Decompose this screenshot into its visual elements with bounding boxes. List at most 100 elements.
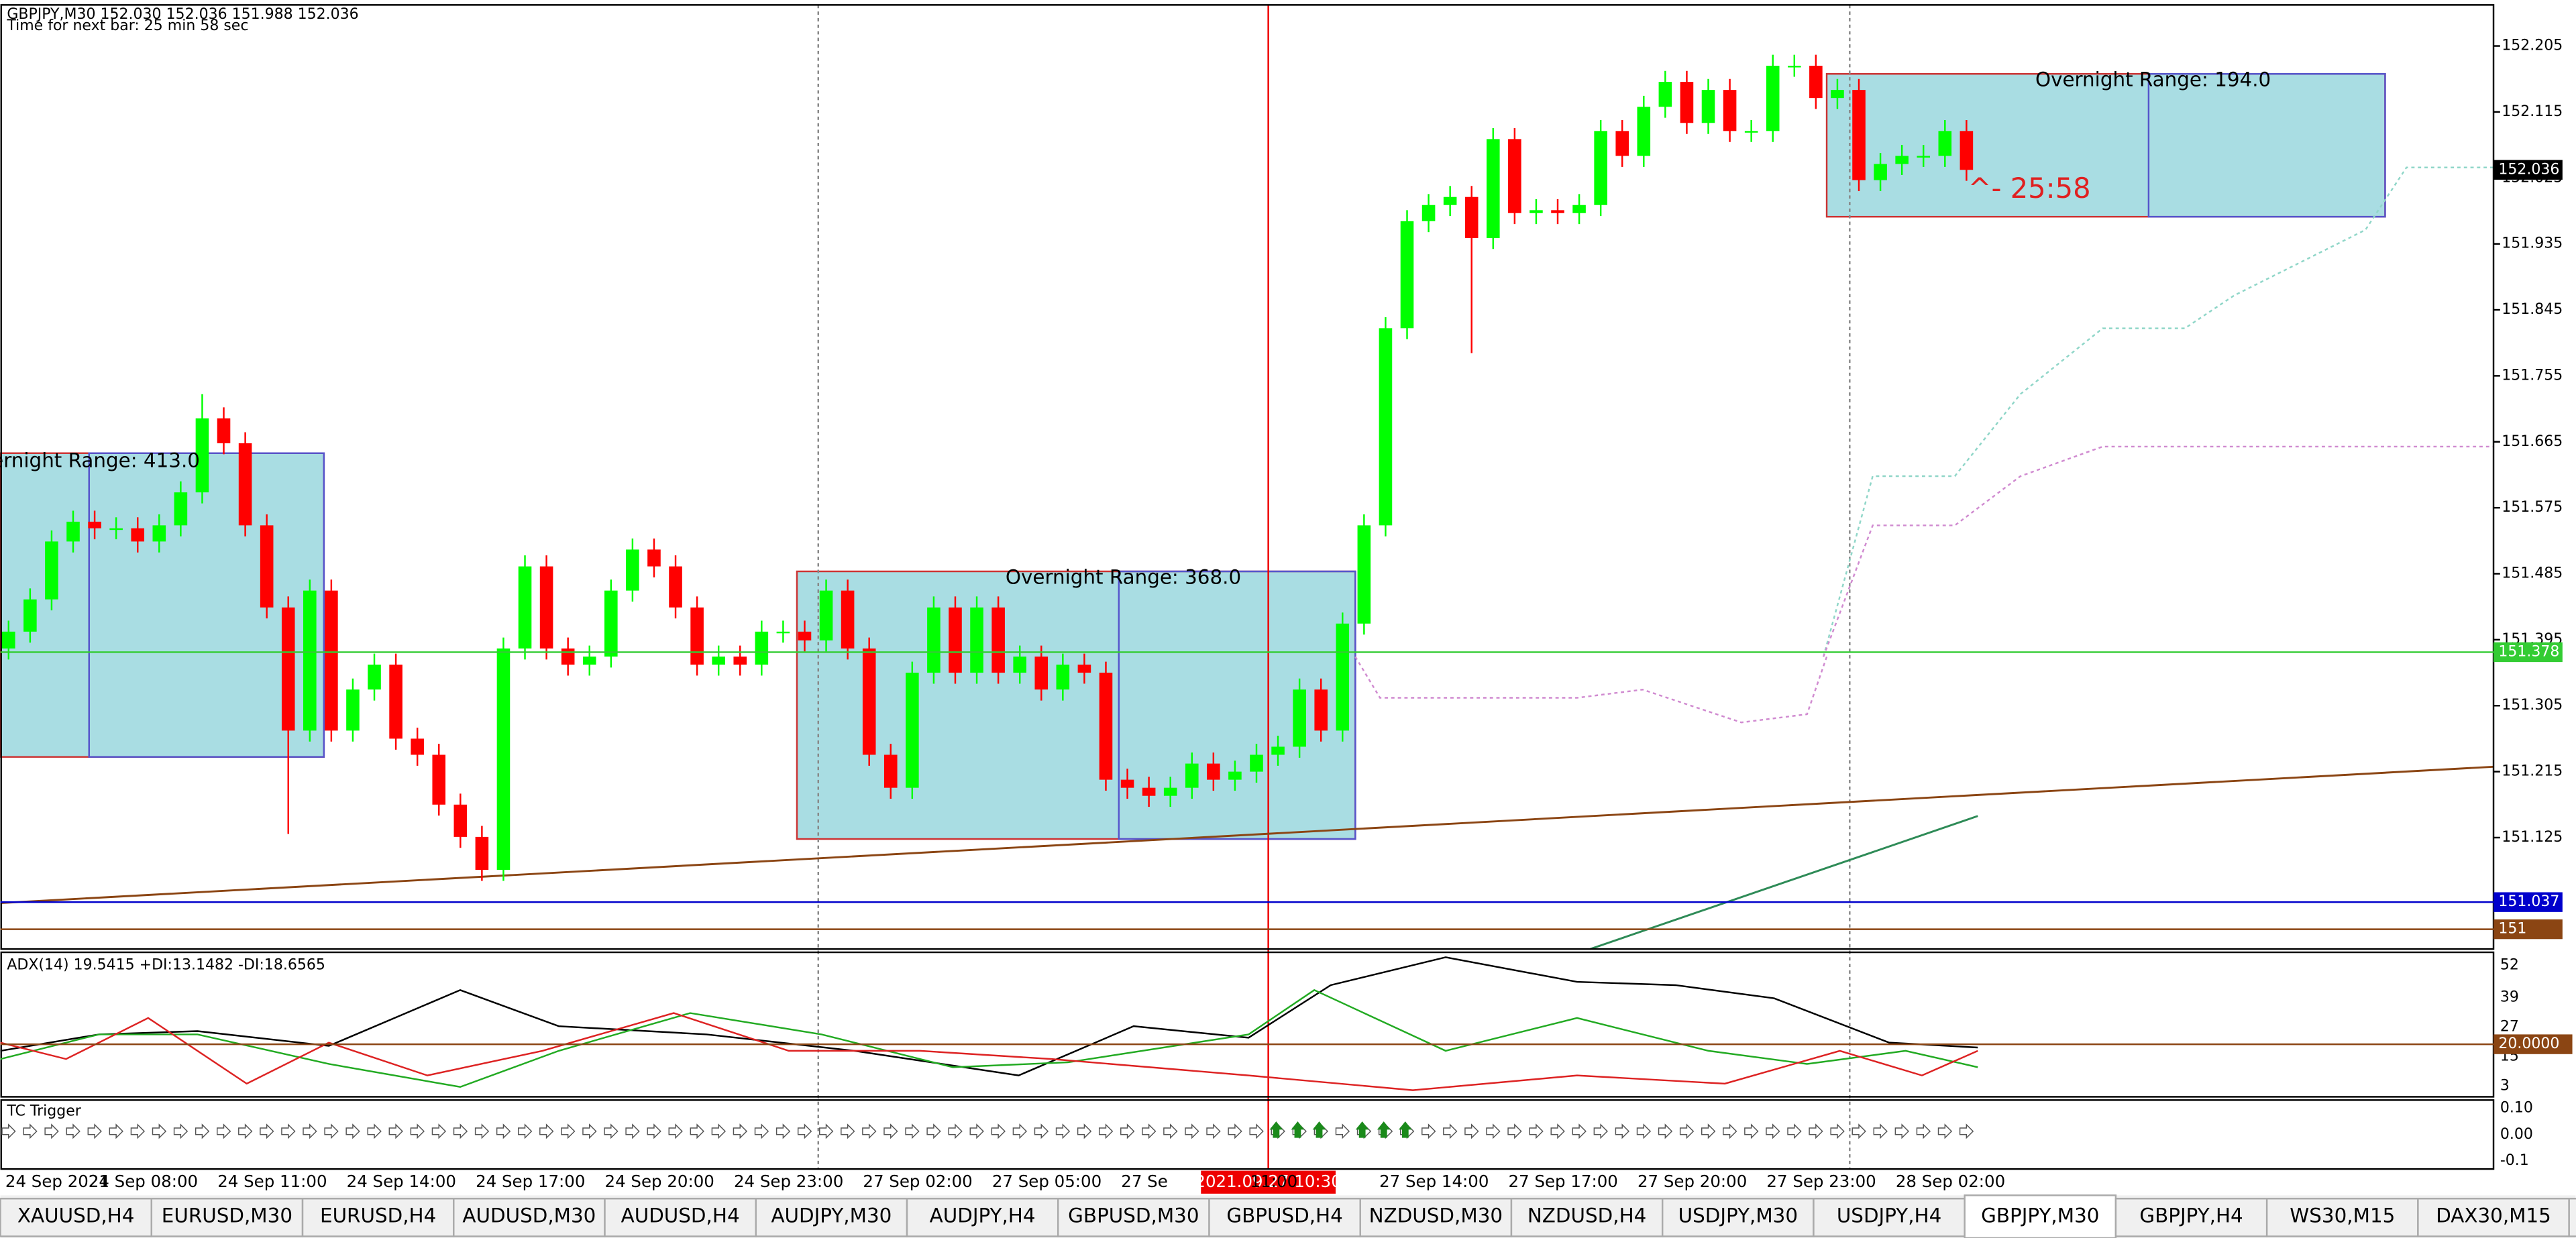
candle-body xyxy=(1508,139,1521,213)
tab[interactable] xyxy=(0,1198,153,1237)
trigger-arrow xyxy=(1142,1123,1157,1139)
trigger-arrow xyxy=(431,1123,447,1139)
trigger-arrow xyxy=(819,1123,834,1139)
trigger-arrow xyxy=(388,1123,403,1139)
tab-label: AUDJPY,M30 xyxy=(771,1204,892,1227)
trigger-arrow xyxy=(453,1123,468,1139)
trigger-arrow xyxy=(1163,1123,1178,1139)
plus-di-line xyxy=(0,989,1978,1088)
candle-body xyxy=(131,528,145,542)
candle-body xyxy=(1831,90,1844,99)
trigger-arrow xyxy=(1098,1123,1114,1139)
trigger-pane xyxy=(0,1099,2495,1170)
tab-label: GBPUSD,M30 xyxy=(1068,1204,1199,1227)
candle-body xyxy=(561,648,575,665)
x-tick-label: 24 Sep 2021 xyxy=(5,1172,109,1191)
trigger-arrow xyxy=(711,1123,727,1139)
candle-body xyxy=(1379,328,1393,526)
candle-body xyxy=(604,590,618,657)
trigger-arrow xyxy=(324,1123,339,1139)
tab-label: NZDUSD,H4 xyxy=(1527,1204,1647,1227)
candle-body xyxy=(949,607,962,673)
candle-body xyxy=(1120,779,1134,788)
tab[interactable] xyxy=(1964,1194,2117,1238)
candle-body xyxy=(1357,525,1371,624)
tab[interactable] xyxy=(1208,1198,1361,1237)
trigger-arrow xyxy=(733,1123,748,1139)
trigger-arrow xyxy=(754,1123,769,1139)
tab[interactable] xyxy=(2265,1198,2419,1237)
tab-label: USDJPY,M30 xyxy=(1678,1204,1798,1227)
tab[interactable] xyxy=(1359,1198,1513,1237)
trigger-arrow xyxy=(1529,1123,1544,1139)
x-tick-label: 27 Sep 17:00 xyxy=(1509,1172,1618,1191)
trigger-arrow xyxy=(303,1123,317,1139)
tab-label: AUDUSD,H4 xyxy=(621,1204,740,1227)
trigger-arrow xyxy=(152,1123,167,1139)
y-tick-label: 151.485 xyxy=(2502,565,2563,581)
tab[interactable] xyxy=(2114,1198,2268,1237)
y-tick-label: 151.755 xyxy=(2502,367,2563,384)
tab[interactable] xyxy=(150,1198,304,1237)
candle-body xyxy=(1637,107,1651,156)
trigger-arrow xyxy=(582,1123,597,1139)
candle-body xyxy=(1228,771,1242,780)
candle-body xyxy=(1142,787,1156,796)
trigger-arrow xyxy=(862,1123,877,1139)
candle-body xyxy=(432,754,446,805)
tab[interactable] xyxy=(604,1198,757,1237)
candle-body xyxy=(2,631,15,649)
x-tick-label: 24 Sep 17:00 xyxy=(476,1172,585,1191)
cursor-time: 2021.09.27 10:30 xyxy=(1195,1172,1341,1191)
trigger-arrow xyxy=(87,1123,102,1139)
trend-line xyxy=(1590,815,1978,950)
trigger-arrow xyxy=(195,1123,210,1139)
candle-body xyxy=(1185,763,1199,788)
level-label: 151 xyxy=(2498,921,2526,938)
tab-label: AUDUSD,M30 xyxy=(462,1204,596,1227)
trigger-up xyxy=(1269,1121,1283,1138)
candle-body xyxy=(1529,210,1543,213)
tab[interactable] xyxy=(1661,1198,1815,1237)
trigger-arrow xyxy=(1744,1123,1759,1139)
trigger-arrow xyxy=(1916,1123,1931,1139)
y-tick-label: 151.575 xyxy=(2502,499,2563,516)
adx-tick-label: 3 xyxy=(2500,1078,2510,1094)
trigger-arrow xyxy=(1723,1123,1737,1139)
trigger-arrow xyxy=(66,1123,80,1139)
y-tick-label: 152.115 xyxy=(2502,103,2563,120)
tab[interactable] xyxy=(755,1198,908,1237)
x-tick-label: 24 Sep 20:00 xyxy=(605,1172,714,1191)
adx-level-label: 20.0000 xyxy=(2498,1035,2559,1052)
trigger-arrow xyxy=(1679,1123,1695,1139)
trigger-arrow xyxy=(518,1123,533,1139)
candle-body xyxy=(862,648,876,755)
trigger-arrow xyxy=(1809,1123,1823,1139)
trigger-arrow xyxy=(496,1123,511,1139)
candle-body xyxy=(217,418,231,443)
level-tag xyxy=(2493,642,2563,663)
tab-label: EURUSD,M30 xyxy=(162,1204,292,1227)
tab[interactable] xyxy=(2568,1198,2576,1237)
candle-body xyxy=(798,631,812,640)
trigger-tick-label: 0.00 xyxy=(2500,1126,2533,1143)
trigger-arrow xyxy=(625,1123,640,1139)
trigger-arrow xyxy=(1486,1123,1501,1139)
tab-label: GBPJPY,M30 xyxy=(1981,1204,2099,1227)
trigger-arrow xyxy=(44,1123,59,1139)
tab-label: XAUUSD,H4 xyxy=(17,1204,135,1227)
range-box xyxy=(796,570,1356,840)
candle-body xyxy=(281,607,295,731)
candle-body xyxy=(1034,657,1049,690)
trigger-arrow xyxy=(410,1123,425,1139)
candle-body xyxy=(195,418,209,493)
candle-body xyxy=(45,541,58,600)
candle-body xyxy=(1293,689,1306,747)
tab[interactable] xyxy=(2417,1198,2570,1237)
tab[interactable] xyxy=(1057,1198,1210,1237)
timer: Time for next bar: 25 min 58 sec xyxy=(6,17,248,34)
trigger-arrow xyxy=(1550,1123,1565,1139)
tab[interactable] xyxy=(301,1198,455,1237)
candle-body xyxy=(970,607,983,673)
